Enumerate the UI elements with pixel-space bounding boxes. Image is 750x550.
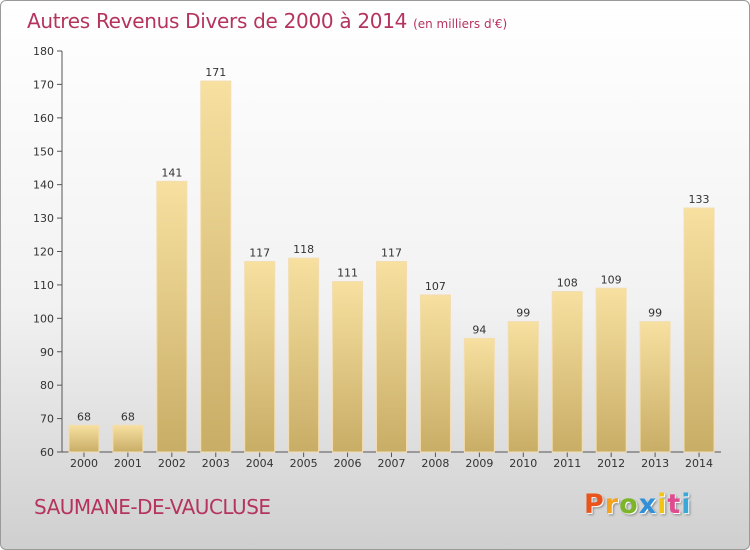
bar-value-label: 99 — [648, 307, 662, 320]
bar-value-label: 99 — [516, 307, 530, 320]
y-tick-label: 160 — [33, 112, 54, 125]
x-tick-label: 2010 — [509, 457, 537, 470]
logo-letter: P — [584, 489, 605, 520]
bar-2006 — [332, 281, 364, 453]
y-tick-label: 100 — [33, 312, 54, 325]
bar-value-label: 94 — [472, 323, 486, 336]
location-name: SAUMANE-DE-VAUCLUSE — [34, 495, 271, 519]
logo-letter: r — [604, 489, 620, 520]
x-tick-label: 2013 — [641, 457, 669, 470]
bar-2004 — [244, 261, 276, 453]
chart-title: Autres Revenus Divers de 2000 à 2014 (en … — [27, 9, 507, 33]
y-tick-label: 80 — [40, 379, 54, 392]
proxiti-logo: Proxiti — [584, 489, 692, 520]
bar-2002 — [156, 180, 188, 453]
x-tick-label: 2011 — [553, 457, 581, 470]
y-tick-label: 180 — [33, 45, 54, 58]
y-tick-label: 90 — [40, 346, 54, 359]
x-tick-label: 2009 — [465, 457, 493, 470]
bar-2005 — [288, 257, 320, 453]
x-tick-label: 2014 — [685, 457, 713, 470]
y-tick-label: 60 — [40, 446, 54, 459]
bar-value-label: 111 — [337, 267, 358, 280]
bar-2009 — [463, 337, 495, 453]
bar-value-label: 141 — [161, 166, 182, 179]
y-tick-label: 170 — [33, 78, 54, 91]
x-tick-label: 2002 — [158, 457, 186, 470]
x-tick-label: 2000 — [70, 457, 98, 470]
bar-value-label: 171 — [205, 66, 226, 79]
x-tick-label: 2003 — [202, 457, 230, 470]
logo-letter: i — [657, 489, 668, 520]
bar-value-label: 107 — [425, 280, 446, 293]
y-tick-label: 70 — [40, 413, 54, 426]
bar-value-label: 133 — [689, 193, 710, 206]
logo-letter: i — [681, 489, 692, 520]
bar-value-label: 109 — [601, 273, 622, 286]
bar-2003 — [200, 80, 232, 453]
x-tick-label: 2005 — [290, 457, 318, 470]
logo-letter: x — [638, 489, 658, 520]
y-tick-label: 140 — [33, 179, 54, 192]
x-tick-label: 2001 — [114, 457, 142, 470]
y-tick-label: 110 — [33, 279, 54, 292]
bar-value-label: 117 — [381, 247, 402, 260]
bar-2010 — [507, 321, 539, 453]
bar-2000 — [68, 424, 100, 453]
bar-2012 — [595, 287, 627, 453]
logo-letter: t — [667, 489, 682, 520]
bar-2013 — [639, 321, 671, 453]
y-tick-label: 120 — [33, 246, 54, 259]
bar-value-label: 117 — [249, 247, 270, 260]
x-tick-label: 2012 — [597, 457, 625, 470]
x-tick-label: 2004 — [246, 457, 274, 470]
y-tick-label: 130 — [33, 212, 54, 225]
x-tick-label: 2007 — [378, 457, 406, 470]
bar-2011 — [551, 291, 583, 453]
x-tick-label: 2008 — [421, 457, 449, 470]
bar-2008 — [419, 294, 451, 453]
bar-2014 — [683, 207, 715, 453]
y-tick-label: 150 — [33, 145, 54, 158]
bar-value-label: 108 — [557, 277, 578, 290]
bar-2007 — [376, 261, 407, 453]
bar-value-label: 68 — [121, 410, 135, 423]
chart-title-main: Autres Revenus Divers de 2000 à 2014 — [27, 9, 408, 33]
bar-2001 — [112, 424, 144, 453]
chart-subtitle: (en milliers d'€) — [413, 17, 508, 31]
x-tick-label: 2006 — [334, 457, 362, 470]
logo-letter: o — [619, 489, 639, 520]
bar-value-label: 68 — [77, 410, 91, 423]
bar-value-label: 118 — [293, 243, 314, 256]
